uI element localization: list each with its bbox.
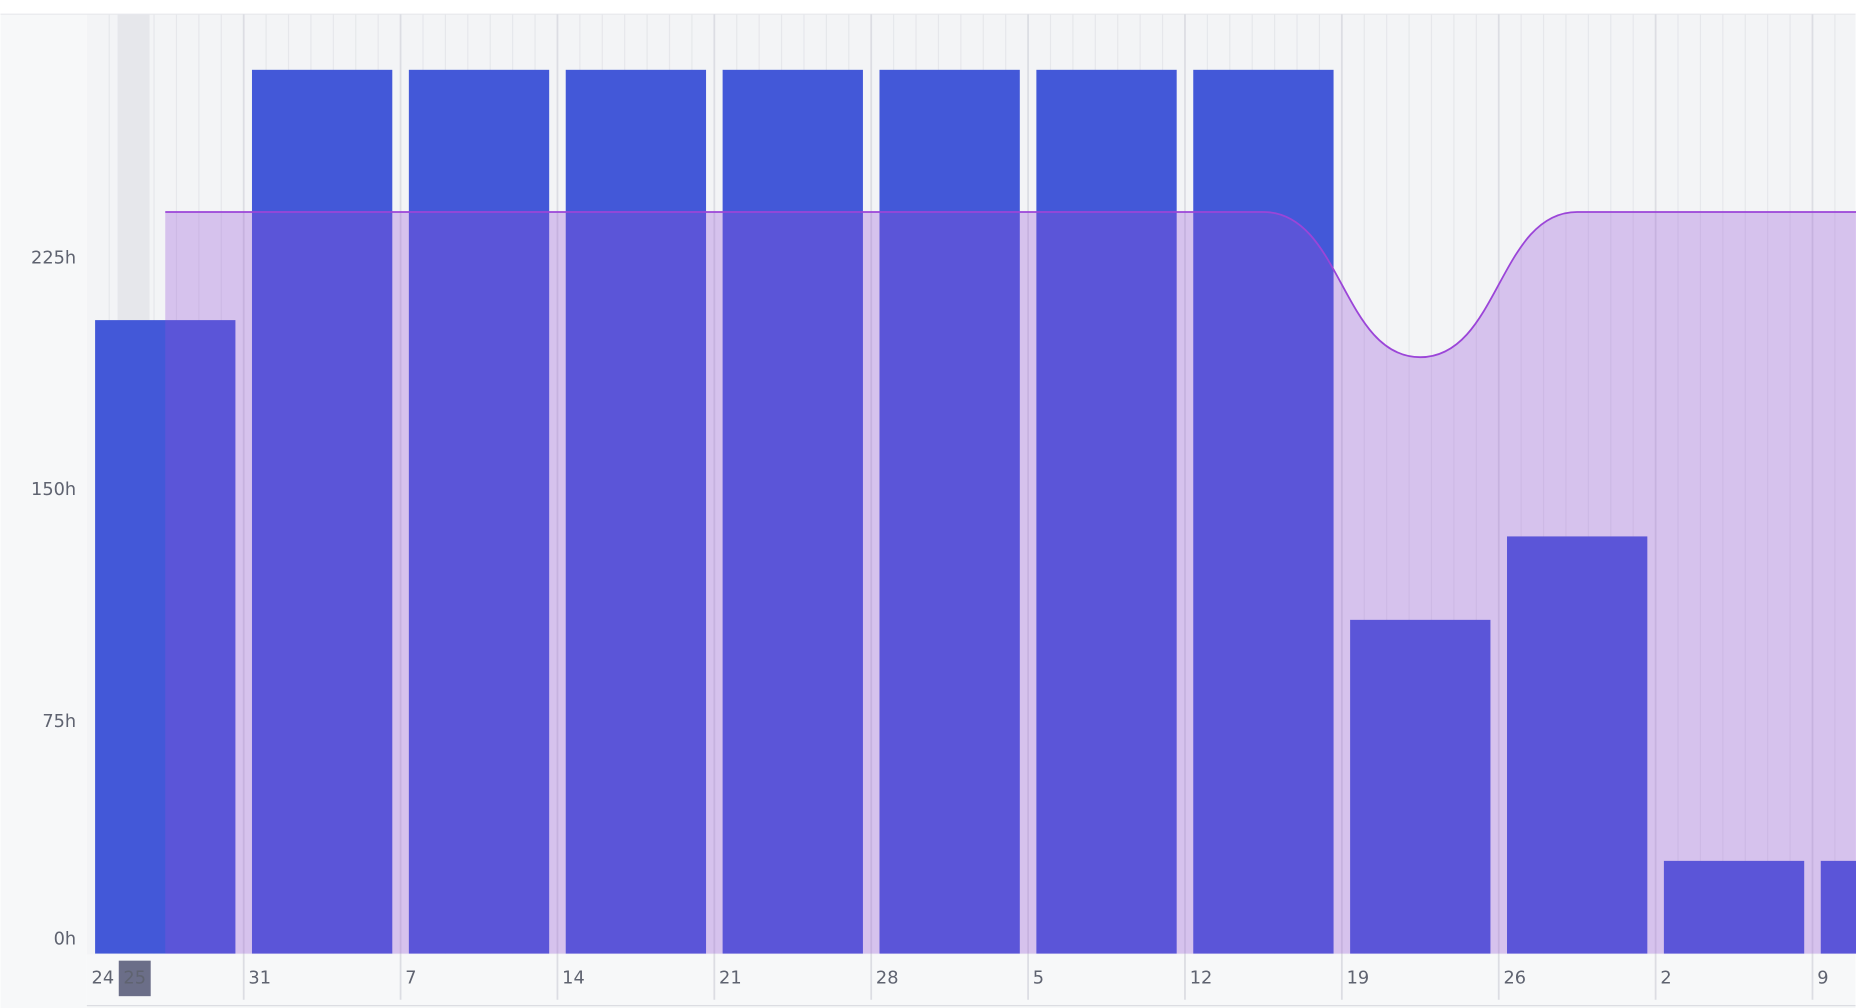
- bar: [565, 69, 707, 954]
- y-tick-label: 0h: [54, 929, 77, 949]
- bars: [95, 69, 1856, 954]
- y-tick-label: 75h: [42, 712, 76, 732]
- capacity-area: [165, 211, 1856, 954]
- bar: [1663, 860, 1805, 954]
- bar: [251, 69, 393, 954]
- capacity: [165, 211, 1856, 954]
- x-axis-background: [86, 954, 1856, 1008]
- bar: [1193, 69, 1334, 954]
- bar: [95, 320, 236, 954]
- y-tick-label: 150h: [31, 480, 76, 500]
- x-tick-label: 9: [1817, 968, 1828, 988]
- bar: [722, 69, 863, 954]
- x-tick-label: 14: [562, 968, 585, 988]
- bar: [1036, 69, 1177, 954]
- x-tick-label: 12: [1190, 968, 1213, 988]
- x-tick-label: 5: [1033, 968, 1044, 988]
- bar: [1350, 619, 1491, 954]
- y-tick-label: 225h: [31, 248, 76, 268]
- x-tick-label: 28: [876, 968, 899, 988]
- x-tick-label: 26: [1503, 968, 1526, 988]
- x-tick-label: 19: [1347, 968, 1370, 988]
- labels: 24 31 7 14 21 28 5 12 19 26 2 9 25 0h 75h 150h 225h: [31, 248, 1829, 997]
- bar: [879, 69, 1020, 954]
- x-tick-label: 31: [248, 968, 271, 988]
- capacity-line: [165, 211, 1856, 359]
- bar: [1507, 536, 1648, 954]
- axis-background: [0, 14, 87, 1008]
- x-tick-label: 24: [92, 968, 115, 988]
- x-tick-label: 7: [405, 968, 416, 988]
- bar: [1820, 860, 1856, 954]
- x-tick-label: 2: [1660, 968, 1671, 988]
- today-marker: [118, 960, 151, 997]
- today-label: 25: [123, 968, 146, 988]
- bar: [408, 69, 550, 954]
- x-tick-label: 21: [719, 968, 742, 988]
